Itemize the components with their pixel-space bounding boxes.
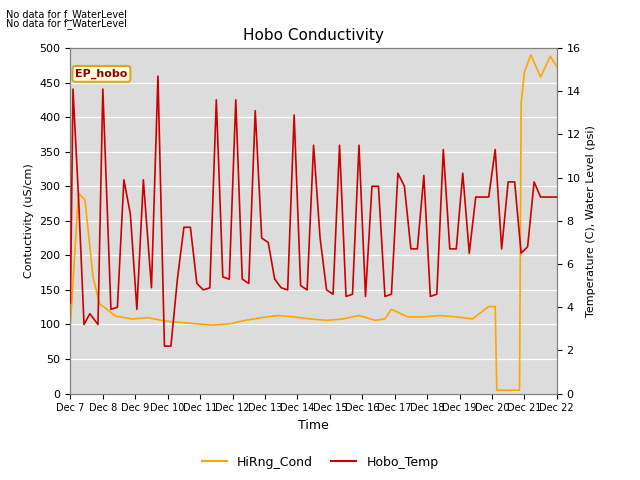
Title: Hobo Conductivity: Hobo Conductivity — [243, 28, 384, 43]
Legend: HiRng_Cond, Hobo_Temp: HiRng_Cond, Hobo_Temp — [196, 451, 444, 474]
Text: No data for f_WaterLevel: No data for f_WaterLevel — [6, 9, 127, 20]
Text: No data for f_WaterLevel: No data for f_WaterLevel — [6, 18, 127, 29]
Y-axis label: Contuctivity (uS/cm): Contuctivity (uS/cm) — [24, 163, 34, 278]
Y-axis label: Temperature (C), Water Level (psi): Temperature (C), Water Level (psi) — [586, 125, 596, 317]
X-axis label: Time: Time — [298, 419, 329, 432]
Text: EP_hobo: EP_hobo — [76, 69, 127, 79]
